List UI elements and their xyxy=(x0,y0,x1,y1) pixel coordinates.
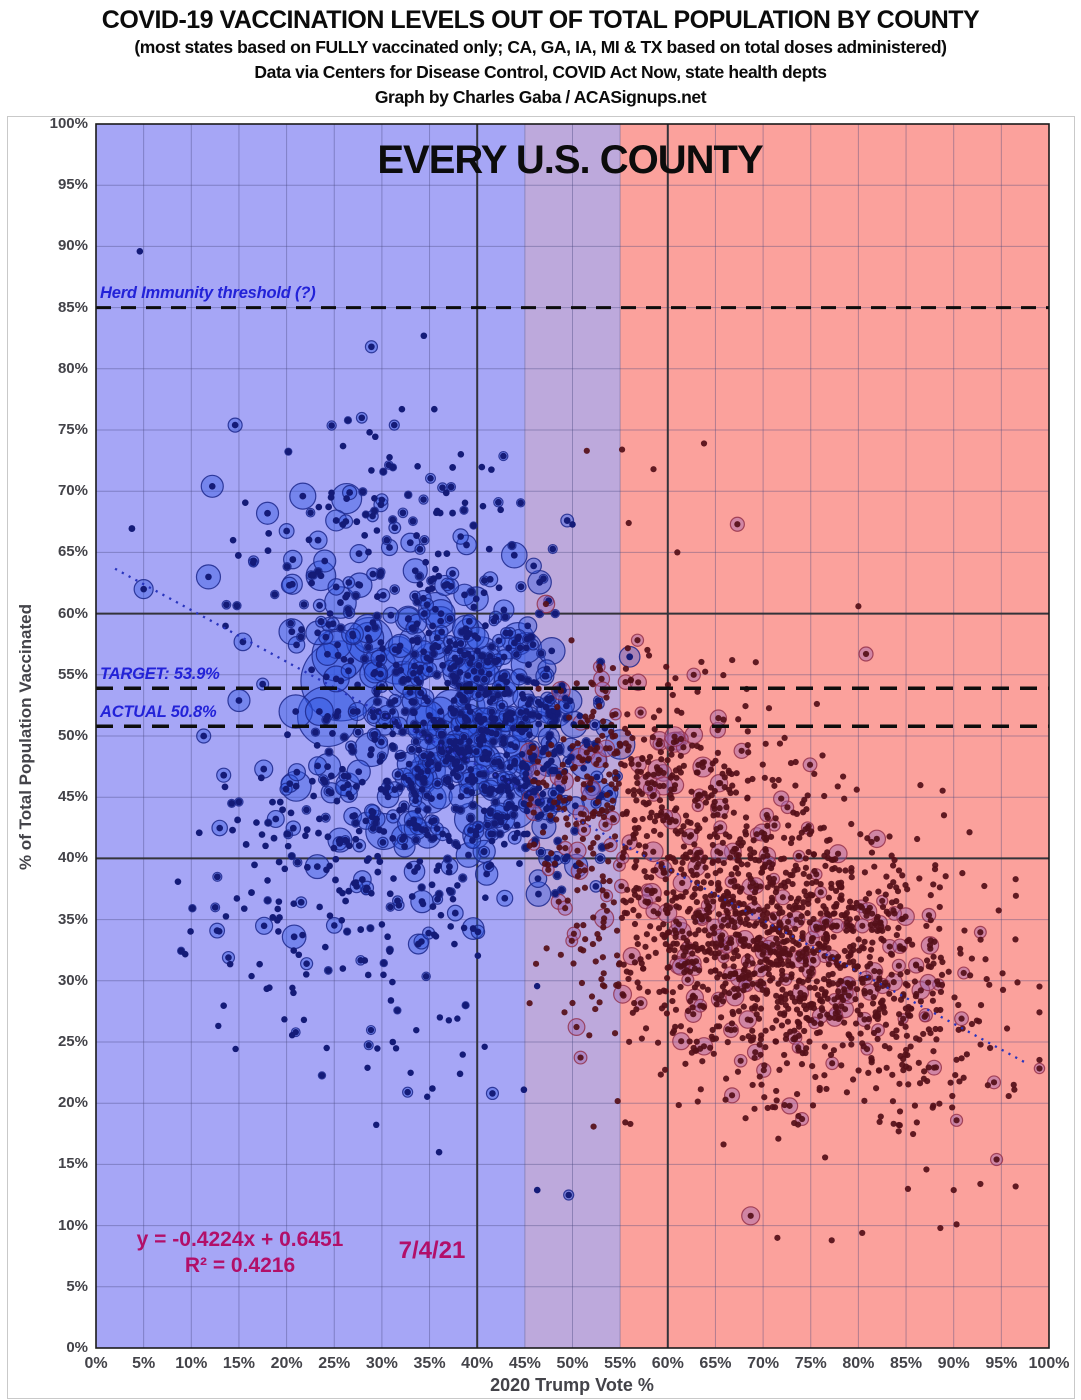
x-tick-75%: 75% xyxy=(794,1355,827,1372)
x-tick-85%: 85% xyxy=(890,1355,923,1372)
actual-label: ACTUAL 50.8% xyxy=(100,703,217,721)
data-source-line: Data via Centers for Disease Control, CO… xyxy=(254,62,827,82)
x-tick-45%: 45% xyxy=(508,1355,541,1372)
x-tick-0%: 0% xyxy=(84,1355,108,1372)
target-label: TARGET: 53.9% xyxy=(100,665,220,683)
y-tick-75%: 75% xyxy=(57,421,88,438)
page-subtitle: (most states based on FULLY vaccinated o… xyxy=(134,37,947,57)
x-tick-60%: 60% xyxy=(651,1355,684,1372)
x-tick-35%: 35% xyxy=(413,1355,446,1372)
y-tick-95%: 95% xyxy=(57,176,88,194)
x-tick-20%: 20% xyxy=(270,1355,303,1372)
regression-r-squared: R² = 0.4216 xyxy=(184,1254,296,1277)
y-tick-0%: 0% xyxy=(66,1339,88,1356)
y-tick-55%: 55% xyxy=(57,665,88,683)
y-tick-25%: 25% xyxy=(57,1033,88,1050)
page-title: COVID-19 VACCINATION LEVELS OUT OF TOTAL… xyxy=(101,6,980,34)
chart-frame xyxy=(7,116,1075,1399)
y-tick-35%: 35% xyxy=(57,910,88,928)
political-bands xyxy=(96,124,1049,1348)
x-tick-65%: 65% xyxy=(699,1355,732,1372)
y-tick-90%: 90% xyxy=(57,237,88,255)
y-tick-45%: 45% xyxy=(57,788,88,806)
x-tick-55%: 55% xyxy=(604,1355,637,1372)
y-tick-60%: 60% xyxy=(57,604,88,622)
y-tick-5%: 5% xyxy=(66,1277,88,1295)
y-tick-20%: 20% xyxy=(57,1094,88,1112)
y-tick-70%: 70% xyxy=(57,482,88,500)
y-axis-title: % of Total Population Vaccinated xyxy=(16,603,35,871)
x-tick-70%: 70% xyxy=(747,1355,780,1372)
credit-line: Graph by Charles Gaba / ACASignups.net xyxy=(374,87,707,107)
x-tick-95%: 95% xyxy=(985,1355,1018,1372)
x-tick-100%: 100% xyxy=(1028,1355,1070,1372)
regression-equation: y = -0.4224x + 0.6451 xyxy=(136,1228,344,1251)
plot-border xyxy=(95,123,1050,1349)
x-tick-15%: 15% xyxy=(222,1355,255,1372)
y-tick-100%: 100% xyxy=(49,115,88,132)
x-tick-25%: 25% xyxy=(318,1355,351,1372)
y-tick-40%: 40% xyxy=(57,849,88,867)
chart-inner-title: EVERY U.S. COUNTY xyxy=(377,138,763,182)
y-tick-10%: 10% xyxy=(57,1216,88,1234)
x-tick-10%: 10% xyxy=(175,1355,208,1372)
x-tick-40%: 40% xyxy=(461,1355,494,1372)
y-tick-85%: 85% xyxy=(57,298,88,316)
herd-immunity-label: Herd Immunity threshold (?) xyxy=(100,284,316,302)
y-tick-80%: 80% xyxy=(57,359,88,377)
x-tick-50%: 50% xyxy=(556,1355,589,1372)
regression-trend-line xyxy=(114,567,1026,1064)
chart-date: 7/4/21 xyxy=(398,1237,466,1264)
x-axis-title: 2020 Trump Vote % xyxy=(490,1375,654,1395)
x-tick-90%: 90% xyxy=(937,1355,970,1372)
x-tick-80%: 80% xyxy=(842,1355,875,1372)
y-tick-30%: 30% xyxy=(57,971,88,989)
dashed-threshold-lines xyxy=(96,306,1049,728)
x-tick-30%: 30% xyxy=(365,1355,398,1372)
x-tick-5%: 5% xyxy=(132,1355,156,1372)
plot-area xyxy=(96,124,1049,1348)
red-county-dots xyxy=(526,440,1043,1244)
y-tick-50%: 50% xyxy=(57,727,88,744)
y-tick-65%: 65% xyxy=(57,543,88,561)
y-tick-15%: 15% xyxy=(57,1155,88,1173)
